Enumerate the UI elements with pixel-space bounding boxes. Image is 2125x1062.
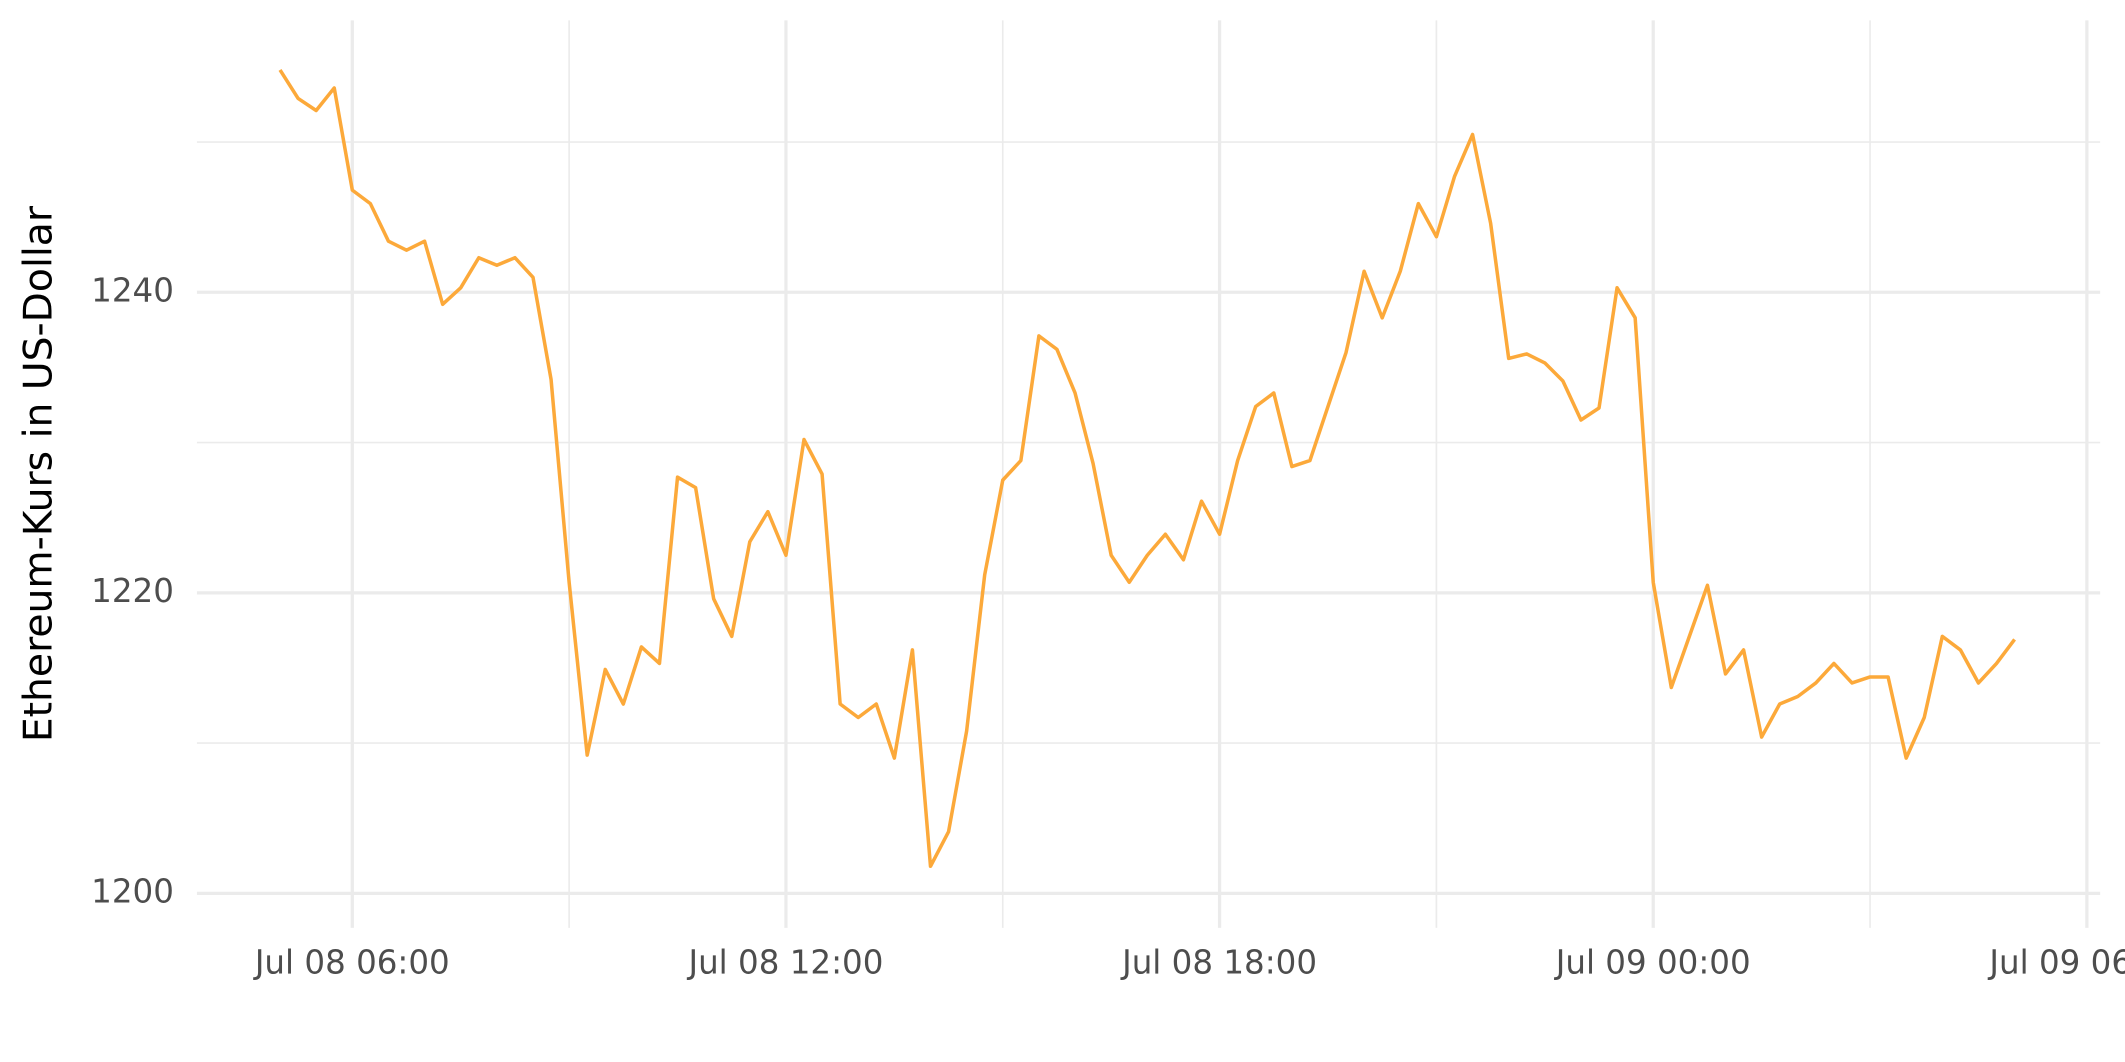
- x-tick-label: Jul 09 06:00: [1987, 943, 2125, 981]
- x-tick-label: Jul 09 00:00: [1554, 943, 1751, 981]
- x-tick-label: Jul 08 12:00: [686, 943, 883, 981]
- y-tick-label: 1220: [91, 572, 174, 610]
- price-line: [278, 68, 2016, 869]
- y-axis-label: Ethereum-Kurs in US-Dollar: [17, 205, 62, 742]
- x-tick-label: Jul 08 06:00: [253, 943, 450, 981]
- y-tick-label: 1200: [91, 872, 174, 910]
- x-tick-label: Jul 08 18:00: [1120, 943, 1317, 981]
- y-tick-label: 1240: [91, 271, 174, 309]
